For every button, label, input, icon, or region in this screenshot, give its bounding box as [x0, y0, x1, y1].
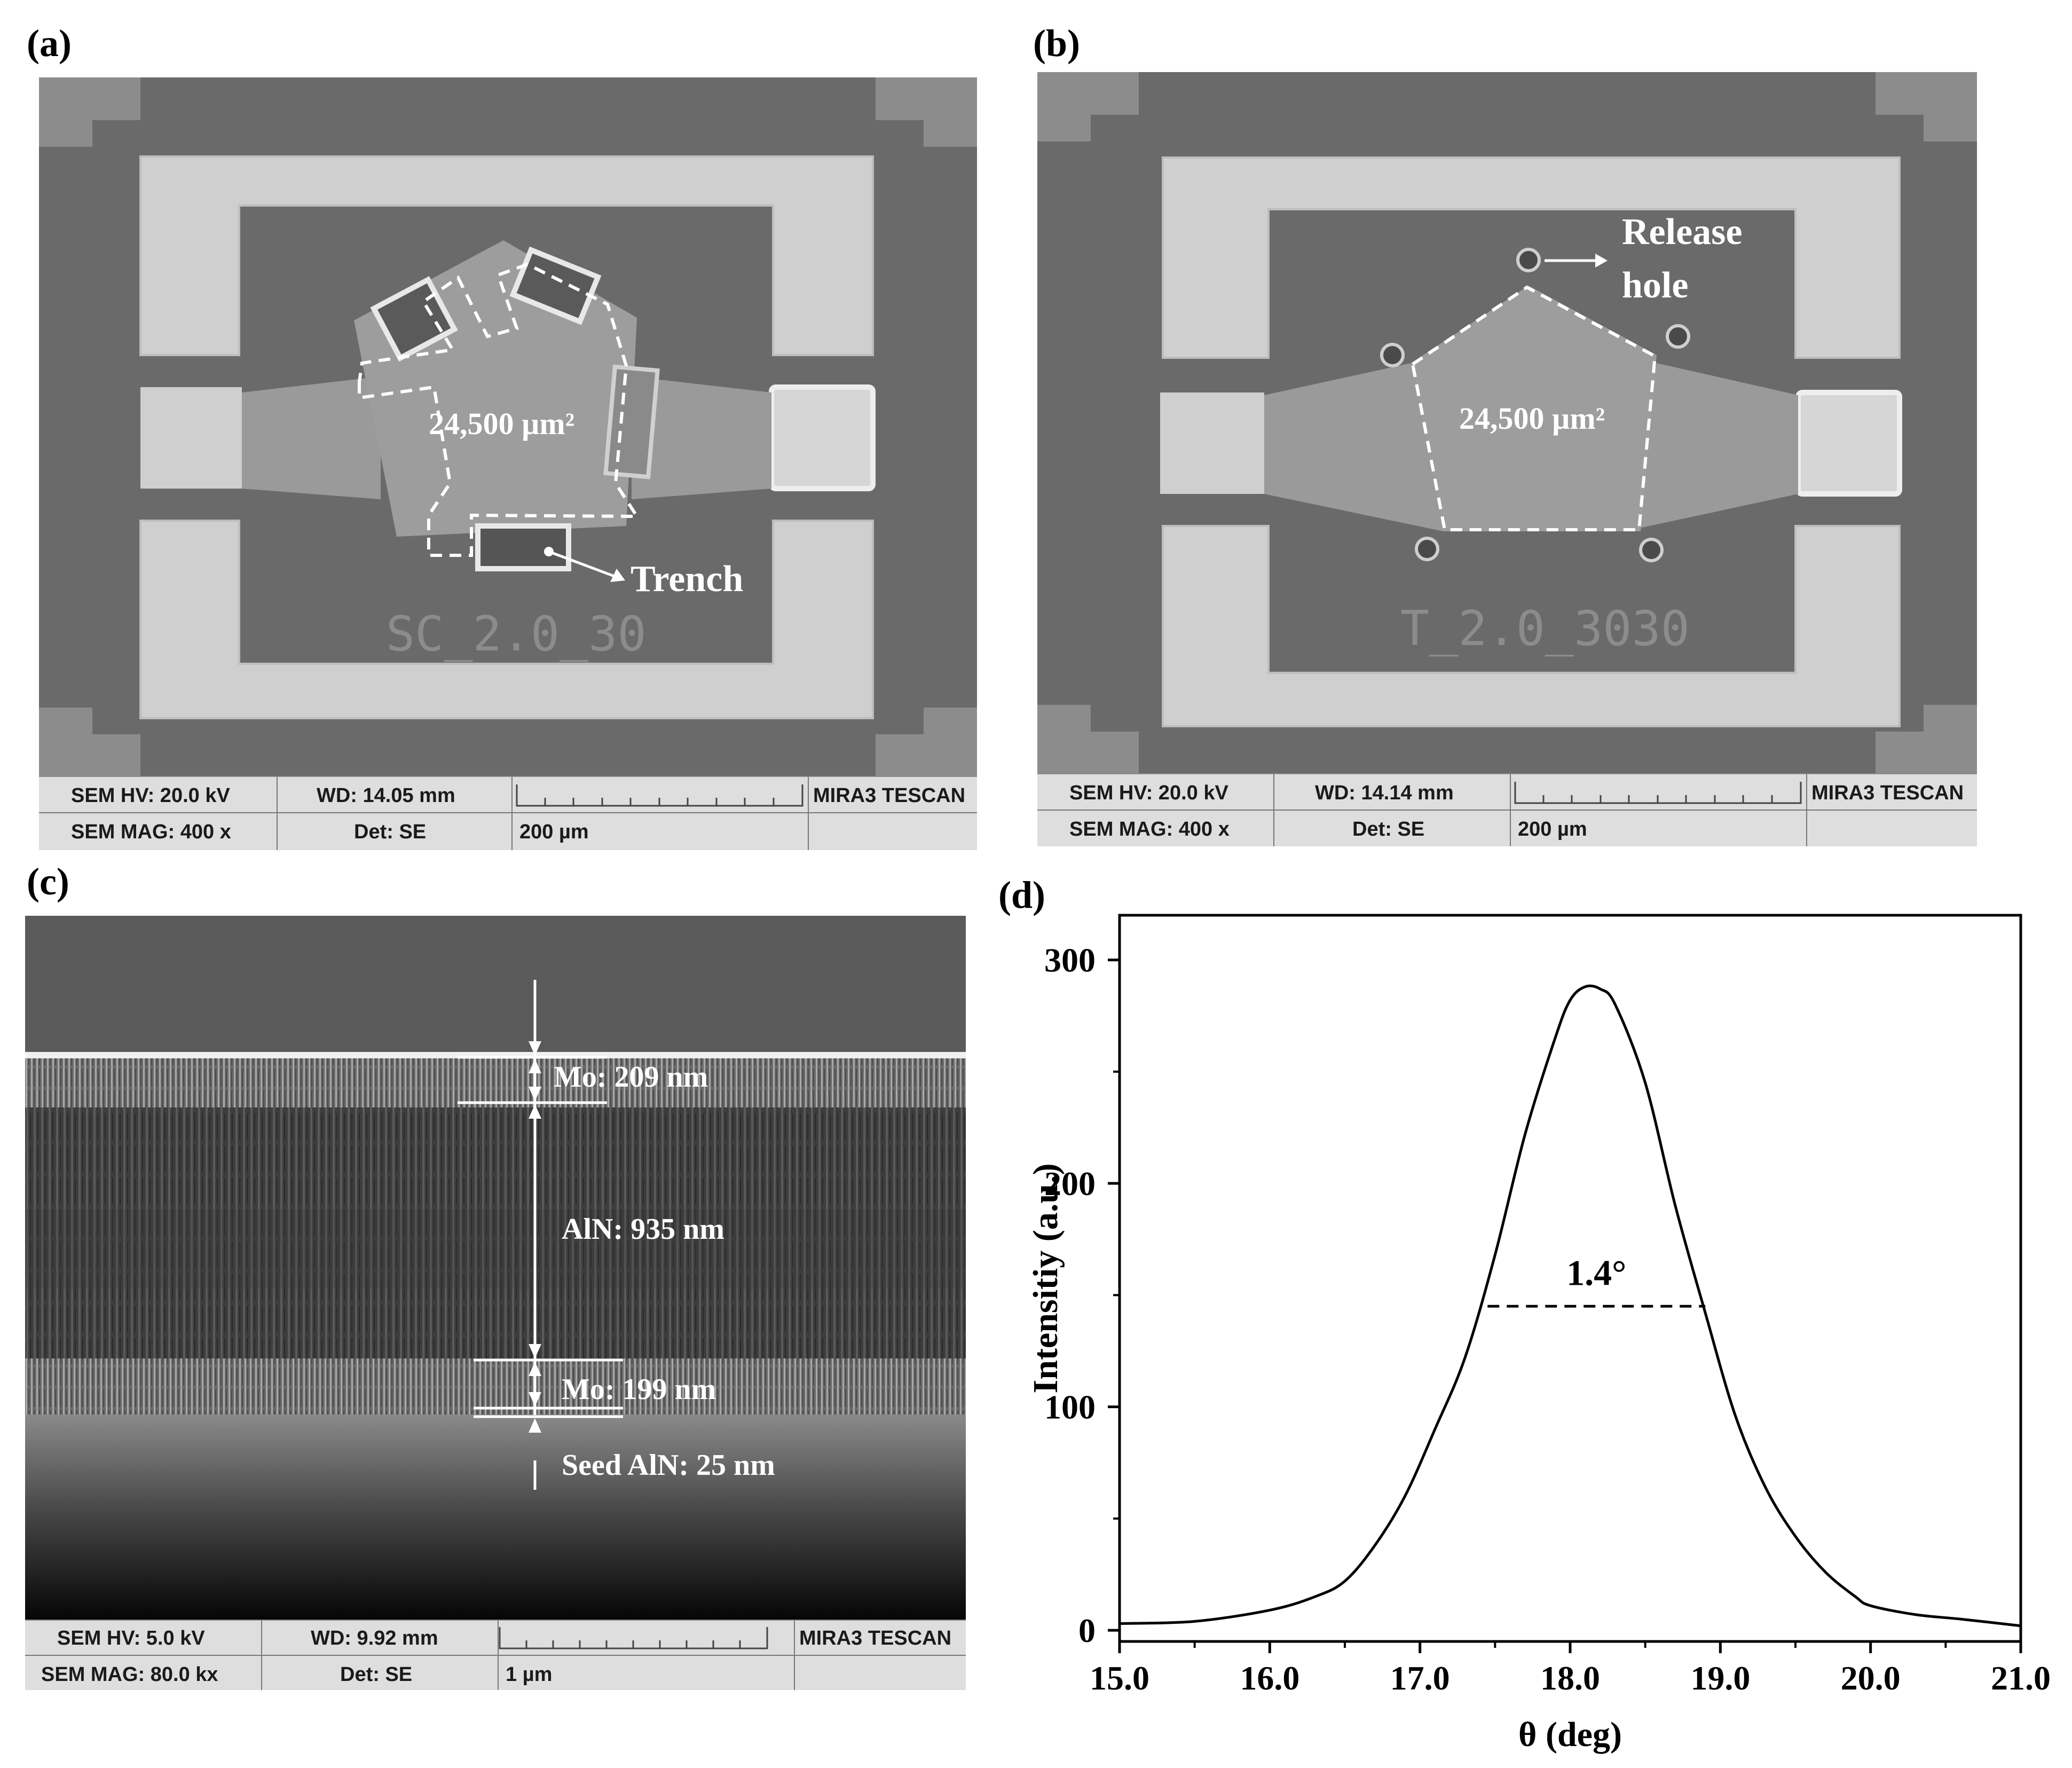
- panel-d-label: (d): [998, 874, 1045, 916]
- info-bar-b: SEM HV: 20.0 kV WD: 14.14 mm MIRA3 TESCA…: [1037, 773, 1977, 846]
- chip-id-a: SC_2.0_30: [386, 606, 647, 662]
- det-a: Det: SE: [354, 821, 427, 843]
- scale-bar-b: [1514, 782, 1802, 804]
- brand-c: MIRA3 TESCAN: [799, 1627, 952, 1649]
- scale-c: 1 µm: [506, 1663, 553, 1686]
- wd-b: WD: 14.14 mm: [1315, 782, 1454, 804]
- y-axis-label: Intensitiy (a.u.): [1026, 1164, 1065, 1394]
- scale-bar-c: [499, 1627, 768, 1649]
- chip-id-b: T_2.0_3030: [1400, 601, 1690, 657]
- brand-b: MIRA3 TESCAN: [1811, 782, 1964, 804]
- info-bar-c: SEM HV: 5.0 kV WD: 9.92 mm MIRA3 TESCAN …: [25, 1620, 966, 1690]
- x-tick-label: 20.0: [1841, 1659, 1901, 1697]
- area-label-b: 24,500 µm²: [1459, 401, 1605, 436]
- panel-b-label: (b): [1033, 22, 1080, 65]
- panel-a-label: (a): [27, 22, 72, 65]
- info-bar-a: SEM HV: 20.0 kV WD: 14.05 mm MIRA3 TESCA…: [39, 776, 977, 850]
- x-tick-label: 16.0: [1240, 1659, 1299, 1697]
- sem-hv-b: SEM HV: 20.0 kV: [1069, 782, 1228, 804]
- panel-c-label: (c): [27, 860, 69, 903]
- sem-mag-c: SEM MAG: 80.0 kx: [41, 1663, 218, 1686]
- x-tick-label: 17.0: [1390, 1659, 1450, 1697]
- x-tick-label: 21.0: [1991, 1659, 2051, 1697]
- sem-mag-b: SEM MAG: 400 x: [1069, 818, 1230, 840]
- layer-mo-top: Mo: 209 nm: [554, 1060, 708, 1094]
- y-tick-label: 100: [1044, 1388, 1096, 1426]
- x-tick-label: 18.0: [1540, 1659, 1600, 1697]
- layer-mo-bottom: Mo: 199 nm: [562, 1373, 716, 1406]
- series-line: [1119, 984, 2021, 1628]
- sem-b-drawing: [1037, 72, 1977, 774]
- wd-a: WD: 14.05 mm: [317, 784, 455, 807]
- sem-c-drawing: [25, 916, 966, 1621]
- brand-a: MIRA3 TESCAN: [813, 784, 966, 807]
- scale-bar-a: [516, 784, 803, 807]
- x-axis-label: θ (deg): [1518, 1715, 1622, 1754]
- layer-aln: AlN: 935 nm: [562, 1213, 724, 1246]
- sem-hv-a: SEM HV: 20.0 kV: [71, 784, 230, 807]
- sem-image-b: Release hole 24,500 µm² T_2.0_3030 SEM H…: [1037, 72, 1977, 846]
- x-tick-label: 15.0: [1090, 1659, 1149, 1697]
- sem-hv-c: SEM HV: 5.0 kV: [57, 1627, 205, 1649]
- x-tick-label: 19.0: [1690, 1659, 1750, 1697]
- scale-b: 200 µm: [1518, 818, 1587, 840]
- release-label-1: Release: [1622, 211, 1743, 253]
- area-label-a: 24,500 µm²: [429, 406, 575, 441]
- sem-image-a: 24,500 µm² Trench SC_2.0_30 SEM HV: 20.0…: [39, 77, 977, 850]
- y-tick-label: 0: [1078, 1612, 1096, 1649]
- det-c: Det: SE: [340, 1663, 413, 1686]
- y-tick-label: 200: [1044, 1165, 1096, 1203]
- scale-a: 200 µm: [519, 821, 589, 843]
- sem-mag-a: SEM MAG: 400 x: [71, 821, 231, 843]
- wd-c: WD: 9.92 mm: [311, 1627, 438, 1649]
- trench-label: Trench: [631, 559, 744, 600]
- y-tick-label: 300: [1044, 941, 1096, 979]
- fwhm-label: 1.4°: [1566, 1252, 1626, 1293]
- release-label-2: hole: [1622, 265, 1689, 306]
- det-b: Det: SE: [1352, 818, 1425, 840]
- sem-a-drawing: [39, 77, 977, 777]
- sem-image-c: Mo: 209 nm AlN: 935 nm Mo: 199 nm Seed A…: [25, 916, 966, 1690]
- layer-seed: Seed AlN: 25 nm: [562, 1449, 775, 1482]
- rocking-curve-chart: 15.0 16.0 17.0 18.0 19.0 20.0 21.0 0 100 200 300 1…: [1026, 914, 2051, 1754]
